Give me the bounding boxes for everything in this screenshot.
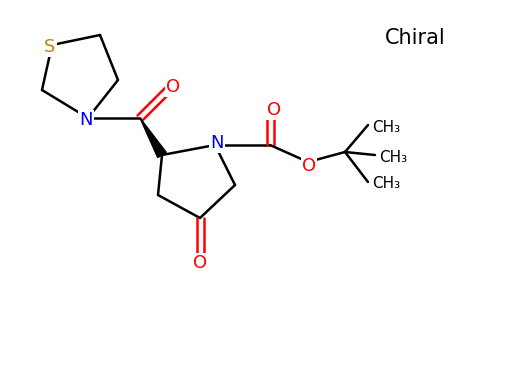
Text: Chiral: Chiral (385, 28, 445, 48)
Text: N: N (210, 134, 224, 152)
Text: CH₃: CH₃ (372, 176, 400, 192)
Text: O: O (166, 78, 180, 96)
Text: CH₃: CH₃ (379, 149, 407, 165)
Text: S: S (45, 38, 56, 56)
Polygon shape (140, 118, 166, 158)
Text: O: O (267, 101, 281, 119)
Text: N: N (79, 111, 93, 129)
Text: CH₃: CH₃ (372, 119, 400, 135)
Text: O: O (302, 157, 316, 175)
Text: O: O (193, 254, 207, 272)
